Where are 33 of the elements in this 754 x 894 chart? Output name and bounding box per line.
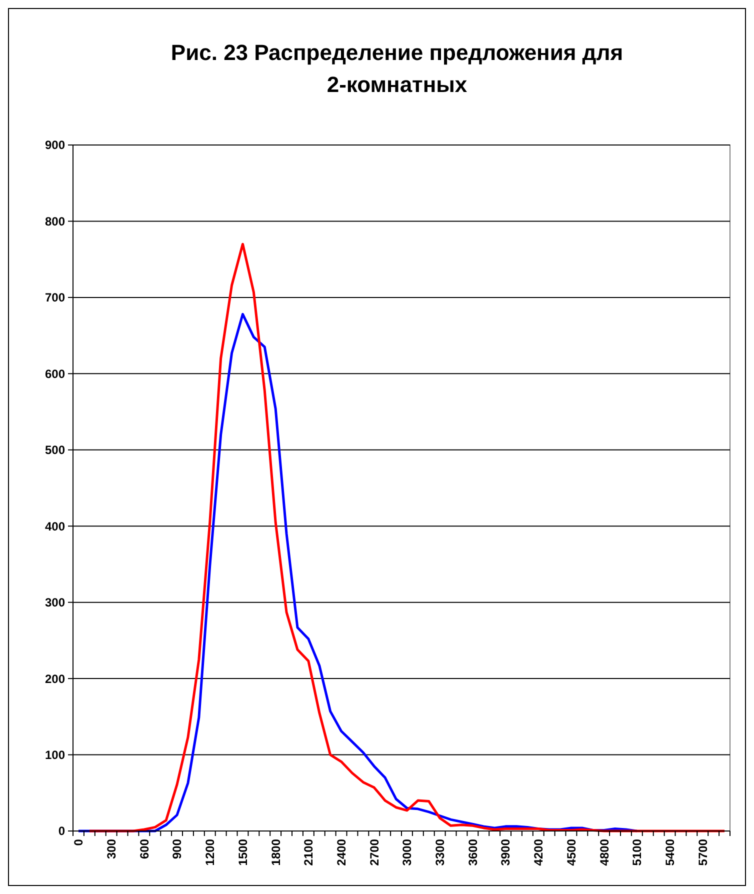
x-tick-label: 2100 [302, 838, 316, 866]
x-tick-label: 5100 [630, 838, 644, 866]
x-tick-label: 5700 [696, 838, 710, 866]
x-tick-label: 300 [104, 838, 119, 860]
y-tick-label: 300 [44, 596, 66, 610]
x-tick-label: 4800 [597, 838, 612, 866]
x-tick-label: 1800 [268, 838, 283, 866]
x-tick-label: 0 [72, 838, 86, 846]
x-tick-label: 2700 [367, 838, 382, 866]
x-tick-label: 2400 [334, 838, 348, 866]
x-tick-label: 1500 [236, 838, 250, 866]
line-series [88, 242, 726, 832]
y-tick-label: 200 [44, 672, 66, 686]
x-tick-label: 3900 [498, 838, 513, 866]
x-tick-label: 3600 [466, 838, 480, 866]
y-tick-label: 800 [44, 214, 66, 228]
y-tick-label: 500 [44, 443, 66, 458]
y-tick-label: 900 [44, 138, 66, 152]
y-tick-label: 100 [44, 748, 66, 762]
x-tick-label: 1200 [203, 838, 218, 866]
chart-title: Рис. 23 Распределение предложения для 2-комнатных [170, 40, 624, 97]
x-tick-label: 4500 [564, 838, 578, 866]
x-tick-label: 3000 [400, 838, 414, 866]
x-tick-label: 5400 [662, 838, 677, 866]
x-tick-label: 900 [170, 838, 184, 860]
y-tick-label: 0 [58, 824, 66, 838]
x-tick-label: 4200 [532, 838, 546, 866]
y-tick-label: 700 [44, 290, 66, 305]
y-tick-label: 600 [44, 366, 66, 381]
line-series [77, 312, 638, 832]
x-tick-label: 3300 [433, 838, 448, 866]
x-tick-label: 600 [137, 838, 152, 860]
y-tick-label: 400 [44, 519, 66, 534]
